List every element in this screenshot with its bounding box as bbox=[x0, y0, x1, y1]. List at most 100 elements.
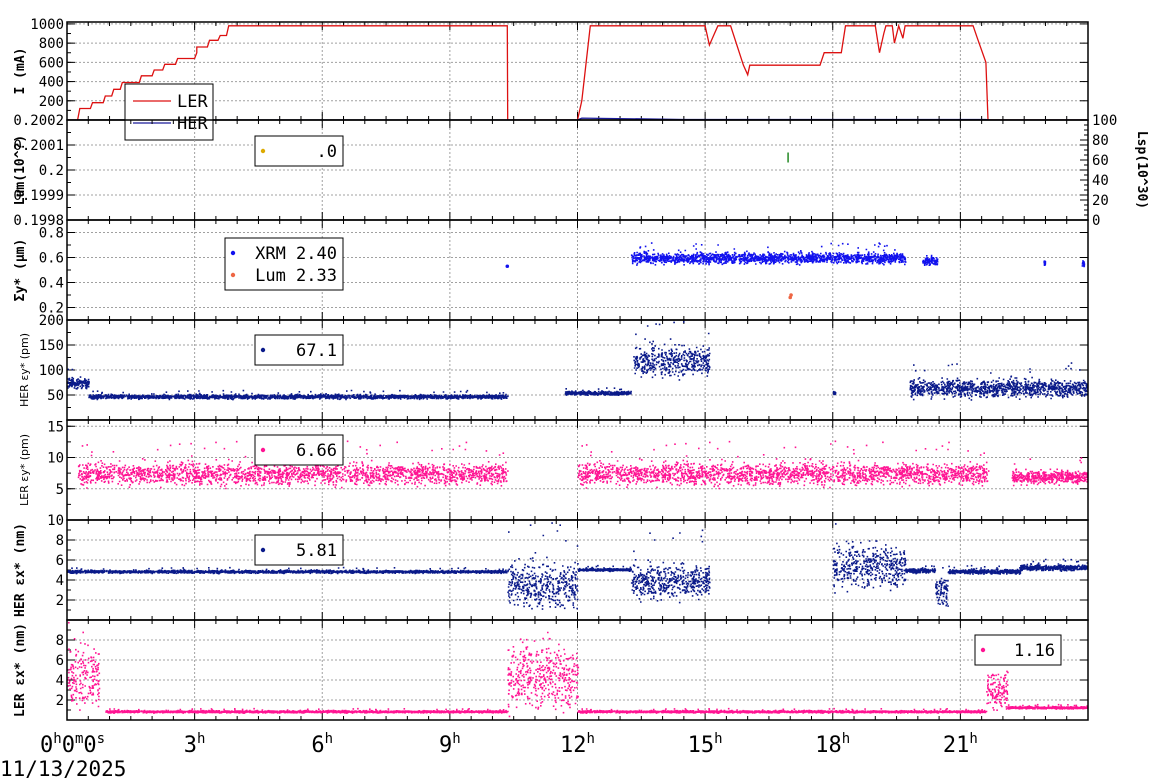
scatter-cluster bbox=[832, 390, 837, 396]
x-tick-label: 6h bbox=[311, 731, 333, 758]
panel-her-emit-y: 50 100 150 200 HER εy* (pm) 67.1 bbox=[18, 313, 1089, 421]
legend-label: LER bbox=[177, 92, 208, 112]
x-tick-label-text: 9h bbox=[439, 731, 461, 758]
scatter-cluster bbox=[1011, 457, 1088, 487]
x-tick-label-text: 6h bbox=[311, 731, 333, 758]
y2-tick-label: 80 bbox=[1092, 133, 1109, 149]
y2-axis-label: Lsp(10^30) bbox=[1134, 131, 1149, 209]
series-line-ler bbox=[67, 23, 1088, 120]
legend: 5.81 bbox=[254, 534, 344, 566]
x-tick-label: 15h bbox=[688, 731, 723, 758]
scatter-cluster bbox=[909, 362, 1088, 401]
scatter-cluster bbox=[935, 567, 949, 607]
legend-label: Lum 2.33 bbox=[255, 266, 337, 286]
plot-area bbox=[505, 242, 1086, 300]
x-tick-label-text: 0h0m0s bbox=[40, 731, 105, 758]
x-tick-label-text: 18h bbox=[815, 731, 850, 758]
legend: 1.16 bbox=[974, 634, 1062, 666]
x-tick-label-text: 3h bbox=[184, 731, 206, 758]
scatter-cluster bbox=[947, 564, 1022, 575]
legend-marker bbox=[230, 272, 236, 278]
scatter-cluster bbox=[986, 639, 1009, 711]
scatter-cluster bbox=[832, 523, 907, 594]
data-point bbox=[505, 264, 510, 269]
y-tick-label: 6 bbox=[56, 553, 64, 569]
y-tick-label: 10 bbox=[47, 451, 64, 467]
y-tick-label: 600 bbox=[39, 55, 64, 71]
y-tick-label: 1000 bbox=[30, 17, 64, 33]
legend-marker bbox=[260, 347, 266, 353]
y-axis-label: LER εx* (nm) bbox=[13, 623, 28, 717]
x-tick-label: 18h bbox=[815, 731, 850, 758]
y2-tick-label: 100 bbox=[1092, 113, 1117, 129]
legend-label: HER bbox=[177, 114, 208, 134]
legend-box bbox=[254, 534, 344, 566]
data-point bbox=[789, 293, 793, 297]
y-tick-label: 5 bbox=[56, 482, 64, 498]
scatter-cluster bbox=[1043, 260, 1047, 266]
legend-box bbox=[224, 237, 344, 291]
y-tick-label: 0.1999 bbox=[13, 188, 64, 204]
date-label: 11/13/2025 bbox=[0, 757, 126, 781]
y-tick-label: 2 bbox=[56, 593, 64, 609]
legend: 6.66 bbox=[254, 434, 344, 466]
x-tick-label: 9h bbox=[439, 731, 461, 758]
legend-label: 67.1 bbox=[296, 341, 337, 361]
scatter-cluster bbox=[77, 440, 509, 490]
y-axis-label: Lum(10^?) bbox=[13, 135, 28, 205]
x-axis: 0h0m0s 3h 6h 9h 12h 15h 18h 21h 11/13/2025 bbox=[0, 731, 978, 781]
scatter-cluster bbox=[88, 389, 509, 401]
x-tick-label: 0h0m0s bbox=[40, 731, 105, 758]
scatter-cluster bbox=[67, 566, 509, 575]
y2-tick-label: 0 bbox=[1092, 213, 1100, 229]
y-tick-label: 4 bbox=[56, 573, 64, 589]
plot-area bbox=[77, 440, 1088, 490]
scatter-cluster bbox=[67, 621, 101, 711]
panel-ler-emit-x: 2 4 6 8 LER εx* (nm) 1.16 bbox=[13, 619, 1089, 721]
y-axis-label: HER εy* (pm) bbox=[18, 333, 31, 407]
scatter-cluster bbox=[507, 631, 580, 718]
scatter-cluster bbox=[630, 242, 907, 266]
y-axis-label: Σy* (μm) bbox=[13, 239, 28, 302]
legend-box bbox=[254, 135, 344, 167]
y-tick-label: 0.2002 bbox=[13, 113, 64, 129]
panel-luminosity: 0.1998 0.1999 0.2 0.2001 0.2002 Lum(10^?) 0 20 4… bbox=[13, 113, 1149, 229]
y-tick-label: 200 bbox=[39, 313, 64, 329]
legend-box bbox=[124, 83, 214, 141]
legend-marker bbox=[980, 647, 986, 653]
y-tick-label: 150 bbox=[39, 338, 64, 354]
scatter-cluster bbox=[630, 529, 711, 604]
legend: 67.1 bbox=[254, 334, 344, 366]
y2-tick-label: 40 bbox=[1092, 173, 1109, 189]
panel-ler-emit-y: 5 10 15 LER εy* (pm) 6.66 bbox=[18, 419, 1089, 521]
scatter-cluster bbox=[105, 707, 509, 714]
panel-her-emit-x: 2 4 6 8 10 HER εx* (nm) 5.81 bbox=[13, 513, 1089, 621]
y2-tick-label: 20 bbox=[1092, 193, 1109, 209]
y-tick-label: 100 bbox=[39, 363, 64, 379]
scatter-cluster bbox=[1007, 703, 1088, 710]
legend-marker bbox=[260, 547, 266, 553]
legend: .0 bbox=[254, 135, 344, 167]
legend-label: 6.66 bbox=[296, 441, 337, 461]
y-tick-label: 50 bbox=[47, 388, 64, 404]
legend-box bbox=[254, 334, 344, 366]
y2-tick-label: 60 bbox=[1092, 153, 1109, 169]
y-axis-label: LER εy* (pm) bbox=[18, 434, 31, 506]
scatter-cluster bbox=[507, 522, 579, 610]
y-tick-label: 8 bbox=[56, 633, 64, 649]
legend-label: XRM 2.40 bbox=[255, 244, 337, 264]
y-tick-label: 10 bbox=[47, 513, 64, 529]
y-tick-label: 0.2001 bbox=[13, 138, 64, 154]
legend-marker bbox=[230, 250, 236, 256]
y-tick-label: 2 bbox=[56, 693, 64, 709]
x-tick-label-text: 21h bbox=[943, 731, 978, 758]
scatter-cluster bbox=[1081, 260, 1086, 268]
y-tick-label: 0.2 bbox=[39, 163, 64, 179]
y-tick-label: 0.2 bbox=[39, 301, 64, 317]
scatter-cluster bbox=[564, 387, 632, 396]
y-tick-label: 0.8 bbox=[39, 226, 64, 242]
legend-marker bbox=[260, 447, 266, 453]
legend-label: 1.16 bbox=[1014, 641, 1055, 661]
